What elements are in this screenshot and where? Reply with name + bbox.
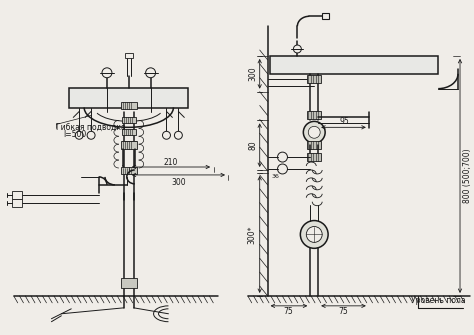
Bar	[270, 56, 438, 74]
Bar	[12, 199, 22, 207]
Text: 36: 36	[272, 175, 280, 180]
Bar	[307, 75, 321, 83]
Text: 95: 95	[339, 117, 349, 126]
Circle shape	[303, 121, 325, 143]
Circle shape	[163, 131, 171, 139]
Text: 75: 75	[283, 307, 293, 316]
Text: Гибкая подводка: Гибкая подводка	[56, 123, 126, 132]
Bar	[69, 88, 188, 108]
Bar	[122, 129, 136, 135]
Bar	[121, 167, 137, 174]
Circle shape	[146, 68, 155, 78]
Circle shape	[308, 126, 320, 138]
Circle shape	[174, 131, 182, 139]
Text: 800 (500;700): 800 (500;700)	[464, 149, 473, 203]
Circle shape	[306, 226, 322, 243]
Bar	[307, 153, 321, 161]
Bar	[121, 141, 137, 149]
Bar	[121, 278, 137, 288]
Bar	[122, 118, 136, 123]
Bar	[307, 112, 321, 119]
Circle shape	[293, 45, 301, 53]
Text: l=500: l=500	[64, 130, 87, 139]
Bar	[121, 102, 137, 110]
Circle shape	[278, 152, 287, 162]
Bar	[125, 53, 133, 58]
Bar	[322, 13, 329, 19]
Bar	[307, 141, 321, 149]
Bar	[12, 191, 22, 199]
Circle shape	[87, 131, 95, 139]
Text: 210: 210	[163, 157, 178, 166]
Text: 75: 75	[338, 307, 348, 316]
Circle shape	[278, 164, 287, 174]
Text: 80: 80	[248, 140, 257, 150]
Text: 300*: 300*	[247, 225, 256, 244]
Text: 300: 300	[248, 66, 257, 81]
Bar	[122, 141, 136, 147]
Circle shape	[102, 68, 112, 78]
Circle shape	[75, 131, 83, 139]
Text: Уровень пола: Уровень пола	[411, 296, 465, 306]
Circle shape	[301, 220, 328, 248]
Text: 300: 300	[171, 178, 186, 187]
